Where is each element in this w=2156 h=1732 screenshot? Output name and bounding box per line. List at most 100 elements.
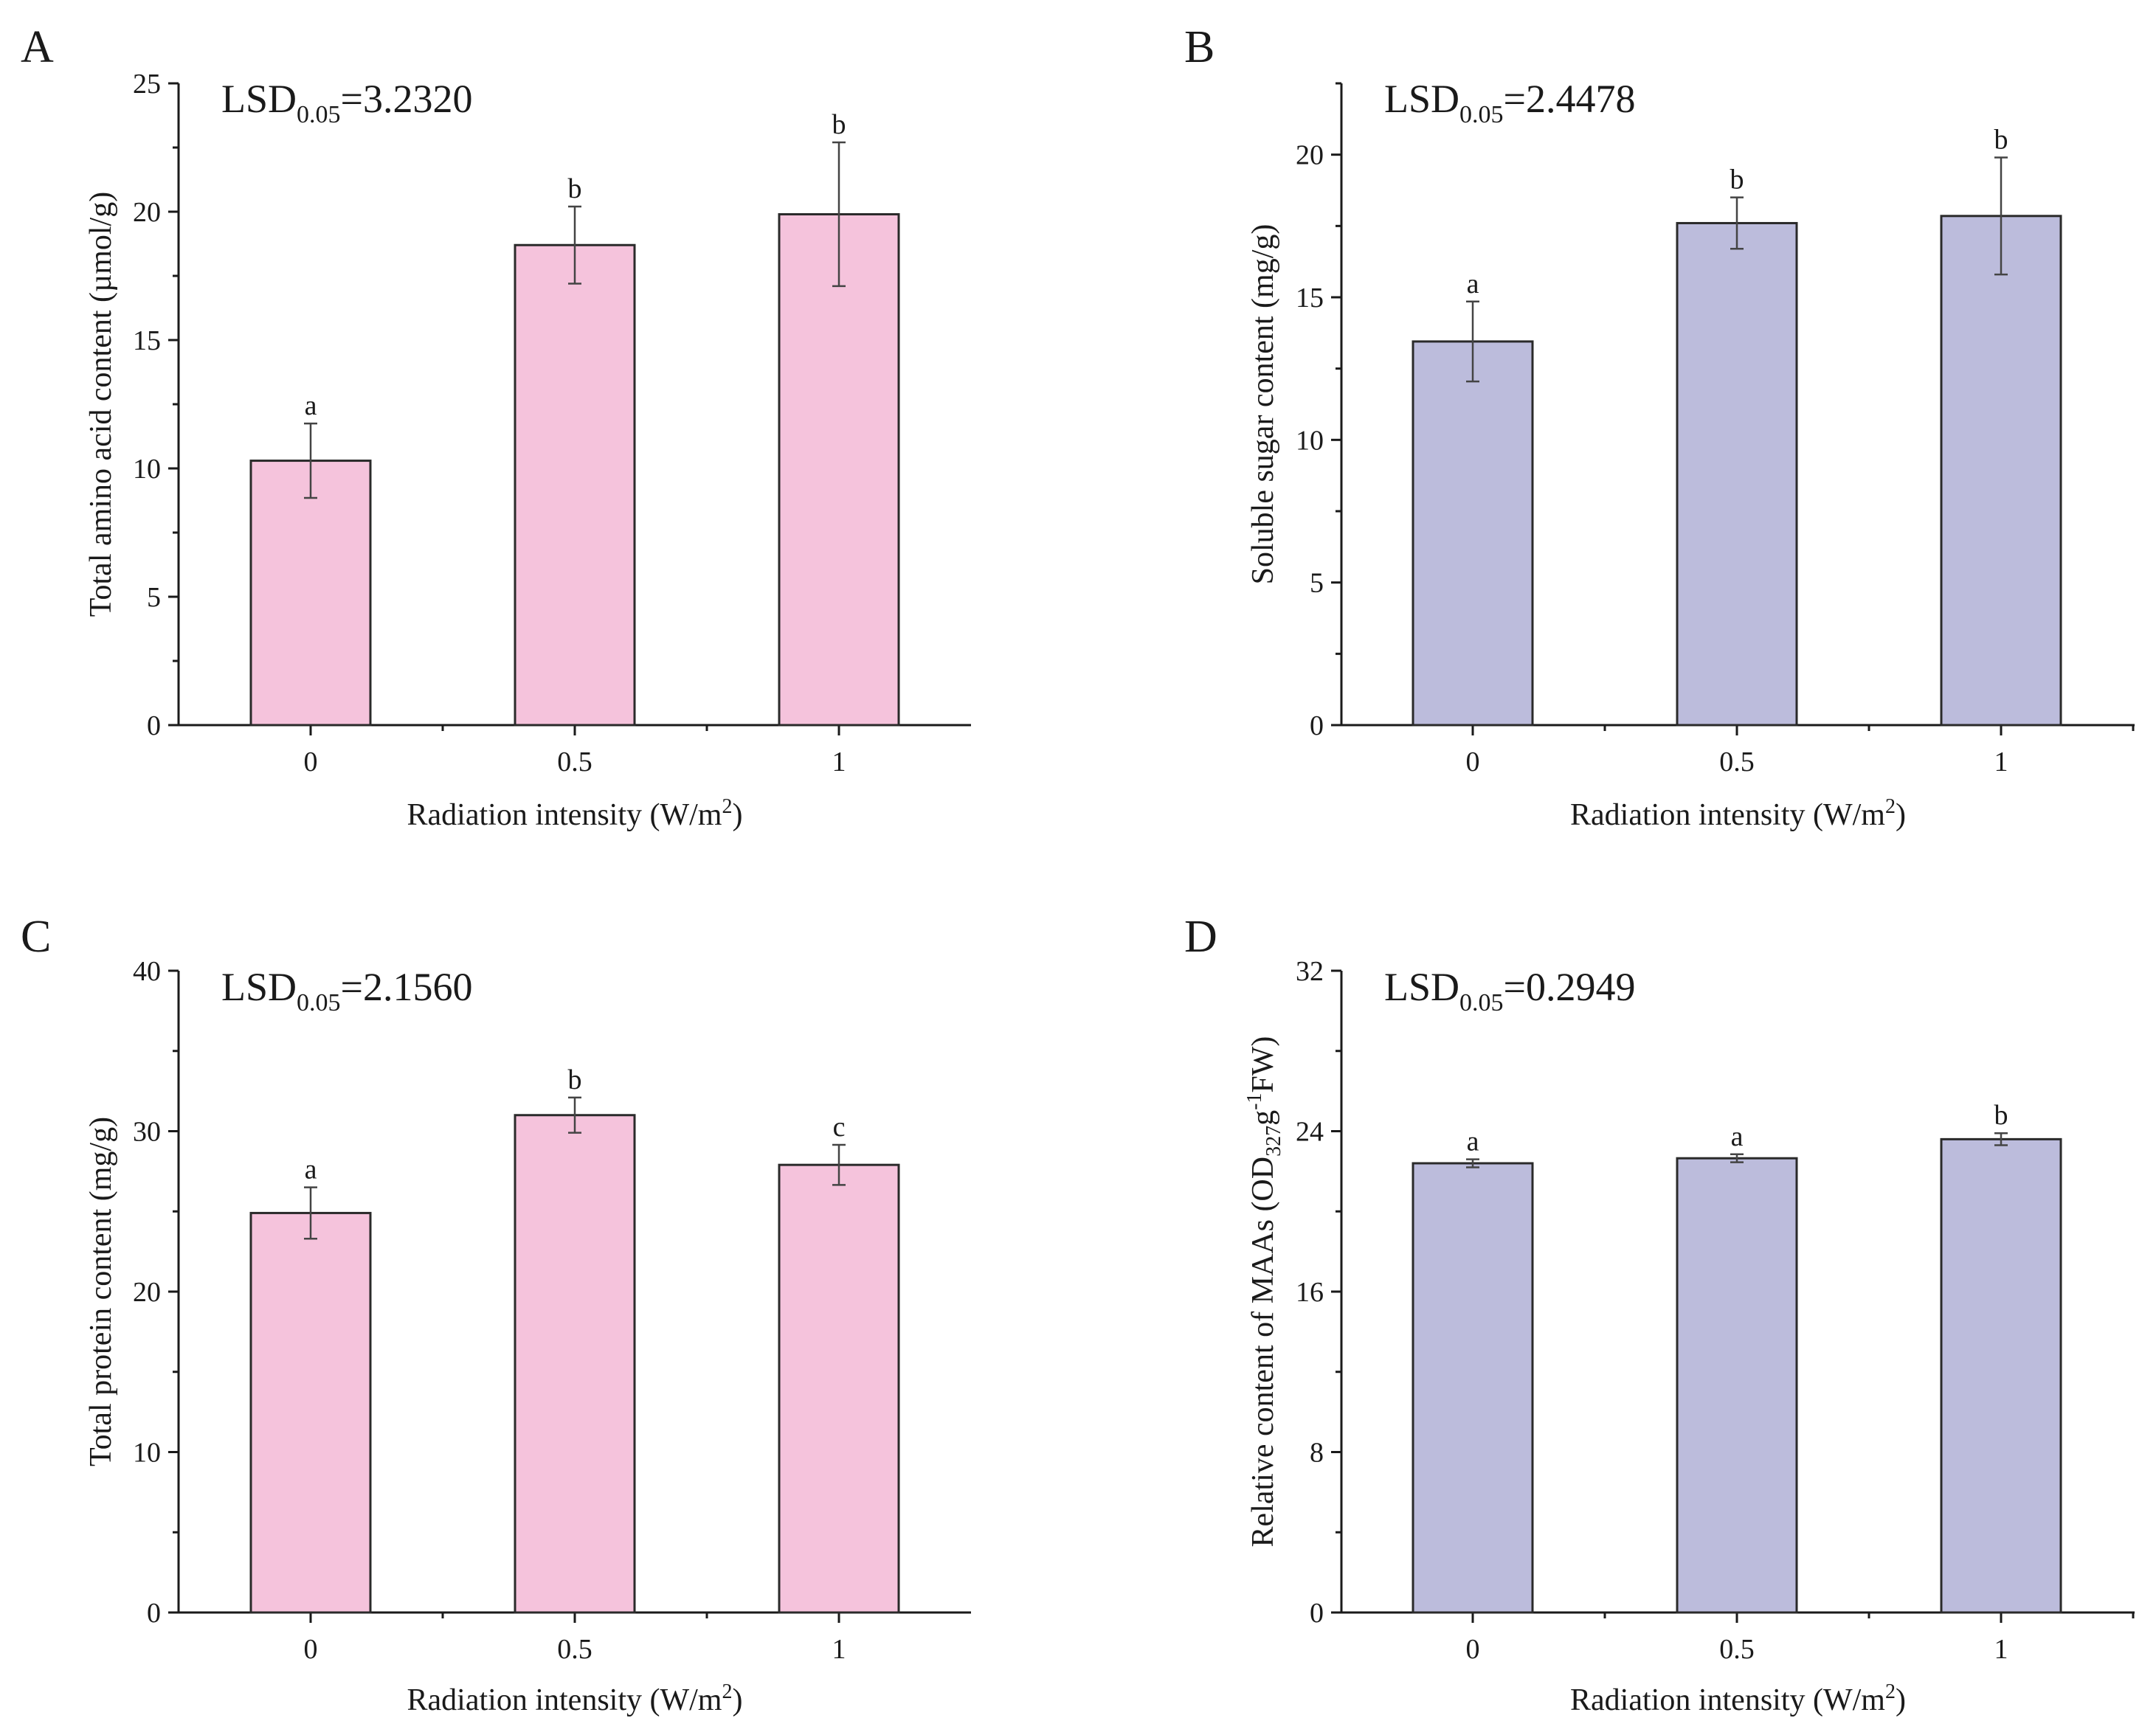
y-tick-label: 8 <box>1310 1438 1324 1469</box>
y-axis-title-main: Total protein content (mg/g) <box>84 1117 118 1466</box>
y-axis-title-main: Soluble sugar content (mg/g) <box>1246 224 1280 585</box>
y-tick-label: 20 <box>133 1277 161 1308</box>
y-tick-label: 0 <box>1310 710 1324 741</box>
bar <box>514 1114 636 1614</box>
panel-label: B <box>1184 22 1215 72</box>
y-tick-label: 40 <box>133 956 161 987</box>
x-axis-title-main: Radiation intensity (W/m <box>407 798 722 832</box>
lsd-base: LSD <box>221 77 297 121</box>
x-tick-label: 0.5 <box>557 747 592 777</box>
bar <box>1676 221 1798 727</box>
y-axis-title: Relative content of MAAs (OD327g-1FW) <box>1243 1036 1285 1548</box>
y-tick-label: 10 <box>133 1438 161 1469</box>
y-axis-title: Total protein content (mg/g) <box>84 1117 118 1466</box>
significance-letter: c <box>833 1112 846 1143</box>
y-tick-label: 10 <box>133 454 161 485</box>
lsd-subscript: 0.05 <box>1459 989 1504 1016</box>
lsd-base: LSD <box>1384 965 1459 1009</box>
chart-panel-c: C 0 10 20 30 40 0 0.5 1 a b c LSD0.05=2.1560 Total pr… <box>21 912 971 1717</box>
x-tick-label: 1 <box>1994 1634 2008 1665</box>
y-tick-label: 32 <box>1296 956 1324 987</box>
x-tick-label: 0 <box>1466 1634 1480 1665</box>
y-tick-label: 10 <box>1296 425 1324 456</box>
bar <box>778 212 900 727</box>
bar <box>1676 1157 1798 1614</box>
x-axis-title-sup: 2 <box>722 795 732 818</box>
y-axis-title-end: FW) <box>1246 1036 1280 1093</box>
lsd-annotation: LSD0.05=0.2949 <box>1384 965 1635 1016</box>
lsd-value: =2.1560 <box>341 965 473 1009</box>
bar <box>249 460 372 727</box>
significance-letter: b <box>568 173 582 204</box>
y-axis-title-main: Relative content of MAAs (OD <box>1246 1157 1280 1548</box>
x-tick-label: 1 <box>1994 747 2008 777</box>
bar <box>1940 215 2062 727</box>
y-tick-label: 20 <box>1296 140 1324 171</box>
chart-panel-d: D 0 8 16 24 32 0 0.5 1 a a b LSD0.05=0.2949 Relative … <box>1184 912 2135 1717</box>
x-tick-label: 0 <box>1466 747 1480 777</box>
lsd-annotation: LSD0.05=2.1560 <box>221 965 472 1016</box>
x-axis-title: Radiation intensity (W/m2) <box>1570 1680 1906 1717</box>
x-tick-label: 1 <box>832 747 846 777</box>
significance-letter: a <box>1467 269 1479 299</box>
bar <box>249 1211 372 1614</box>
y-tick-label: 5 <box>147 582 161 613</box>
y-axis-title-mid: g <box>1246 1110 1280 1126</box>
bar <box>778 1163 900 1614</box>
y-tick-label: 0 <box>147 710 161 741</box>
x-axis-title: Radiation intensity (W/m2) <box>407 795 743 832</box>
x-tick-label: 0 <box>304 1634 318 1665</box>
y-axis-title: Soluble sugar content (mg/g) <box>1246 224 1280 585</box>
x-axis-title-sup: 2 <box>722 1680 732 1703</box>
x-axis-title-end: ) <box>1896 1683 1906 1717</box>
y-axis-title-sub: 327 <box>1262 1126 1285 1157</box>
panel-label: A <box>21 22 54 72</box>
x-axis-title-main: Radiation intensity (W/m <box>1570 1683 1885 1717</box>
lsd-value: =3.2320 <box>341 77 473 121</box>
lsd-annotation: LSD0.05=3.2320 <box>221 77 472 128</box>
panel-label: D <box>1184 912 1217 962</box>
significance-letter: b <box>568 1064 582 1095</box>
y-axis-title: Total amino acid content (µmol/g) <box>84 192 118 617</box>
lsd-annotation: LSD0.05=2.4478 <box>1384 77 1635 128</box>
lsd-value: =2.4478 <box>1504 77 1636 121</box>
x-axis-title-end: ) <box>732 1683 742 1717</box>
significance-letter: b <box>1730 164 1744 195</box>
x-tick-label: 0 <box>304 747 318 777</box>
x-axis-title-sup: 2 <box>1885 1680 1896 1703</box>
x-axis-title: Radiation intensity (W/m2) <box>1570 795 1906 832</box>
y-tick-label: 25 <box>133 69 161 100</box>
significance-letter: a <box>1467 1126 1479 1157</box>
y-axis-title-main: Total amino acid content (µmol/g) <box>84 192 118 617</box>
bar <box>1412 1162 1534 1614</box>
x-tick-label: 0.5 <box>557 1634 592 1665</box>
x-axis-title-end: ) <box>732 798 742 832</box>
significance-letter: a <box>305 390 317 421</box>
y-tick-label: 20 <box>133 197 161 228</box>
lsd-subscript: 0.05 <box>297 101 341 128</box>
x-tick-label: 1 <box>832 1634 846 1665</box>
significance-letter: b <box>1994 125 2008 156</box>
chart-panel-b: B 0 5 10 15 20 0 0.5 1 a b b LSD0.05=2.4478 Soluble s… <box>1184 22 2135 832</box>
lsd-value: =0.2949 <box>1504 965 1636 1009</box>
lsd-subscript: 0.05 <box>297 989 341 1016</box>
chart-panel-a: A 0 5 10 15 20 25 0 0.5 1 a b b LSD0.05=3.2320 Total a… <box>21 22 971 832</box>
y-tick-label: 24 <box>1296 1117 1324 1148</box>
y-axis-title-sup: -1 <box>1243 1093 1266 1110</box>
x-axis-title: Radiation intensity (W/m2) <box>407 1680 743 1717</box>
x-axis-title-main: Radiation intensity (W/m <box>1570 798 1885 832</box>
bar <box>1412 340 1534 727</box>
x-axis-title-main: Radiation intensity (W/m <box>407 1683 722 1717</box>
lsd-base: LSD <box>221 965 297 1009</box>
significance-letter: b <box>1994 1100 2008 1131</box>
lsd-base: LSD <box>1384 77 1459 121</box>
significance-letter: b <box>832 109 846 140</box>
y-tick-label: 0 <box>147 1598 161 1629</box>
y-tick-label: 5 <box>1310 568 1324 599</box>
y-tick-label: 15 <box>1296 283 1324 314</box>
y-tick-label: 16 <box>1296 1277 1324 1308</box>
lsd-subscript: 0.05 <box>1459 101 1504 128</box>
x-axis-title-sup: 2 <box>1885 795 1896 818</box>
panel-label: C <box>21 912 51 962</box>
